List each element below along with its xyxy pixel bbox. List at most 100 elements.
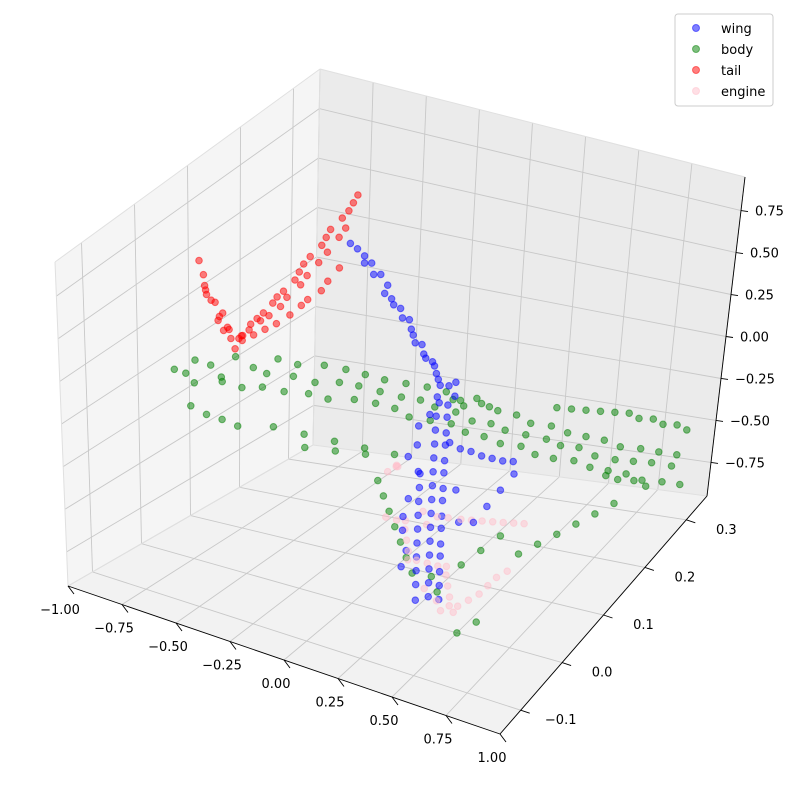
- x-tick-mark: [499, 733, 507, 743]
- tick-marks: −1.00 −0.75 −0.50 −0.25 0.00 0.25 0.50 0.75 1.00…: [40, 205, 784, 766]
- data-point-body: [531, 450, 539, 459]
- data-point-wing: [422, 354, 430, 363]
- data-point-body: [335, 378, 344, 387]
- data-point-body: [231, 352, 240, 361]
- x-tick-label: 0.25: [316, 696, 345, 711]
- data-point-wing: [439, 484, 447, 493]
- z-tick-label: 0.75: [755, 205, 784, 220]
- data-point-body: [301, 443, 309, 452]
- data-point-wing: [427, 495, 436, 504]
- data-point-body: [610, 499, 618, 508]
- data-point-wing: [442, 429, 451, 437]
- data-point-wing: [399, 512, 407, 521]
- data-point-body: [676, 480, 684, 489]
- data-point-wing: [411, 596, 420, 605]
- data-point-tail: [335, 233, 343, 242]
- y-tick-mark: [561, 662, 572, 667]
- data-point-wing: [436, 540, 445, 548]
- x-tick-label: 0.50: [370, 714, 399, 729]
- data-point-tail: [199, 270, 208, 279]
- data-point-body: [262, 369, 271, 378]
- data-point-wing: [445, 382, 453, 390]
- data-point-body: [570, 456, 578, 465]
- x-tick-mark: [391, 696, 399, 706]
- data-point-body: [602, 471, 610, 480]
- data-point-wing: [451, 392, 459, 401]
- data-point-tail: [306, 252, 315, 261]
- data-point-body: [512, 411, 521, 419]
- data-point-body: [575, 443, 583, 452]
- data-point-engine: [383, 467, 392, 476]
- data-point-body: [206, 361, 215, 369]
- data-point-tail: [324, 277, 332, 286]
- data-point-body: [480, 432, 488, 441]
- data-point-wing: [443, 413, 451, 422]
- data-point-tail: [231, 345, 239, 353]
- data-point-tail: [286, 311, 294, 319]
- data-point-body: [549, 454, 558, 463]
- data-point-wing: [396, 304, 405, 313]
- data-point-body: [556, 441, 565, 450]
- data-point-body: [611, 455, 619, 464]
- data-point-body: [385, 507, 393, 516]
- data-point-wing: [435, 399, 444, 407]
- legend-marker-wing: [692, 24, 700, 32]
- data-point-wing: [397, 562, 405, 571]
- data-point-tail: [323, 248, 332, 256]
- data-point-engine: [478, 517, 486, 525]
- data-point-body: [433, 588, 441, 596]
- data-point-body: [304, 389, 313, 398]
- data-point-wing: [424, 579, 433, 587]
- data-point-tail: [272, 319, 281, 328]
- data-points: [170, 191, 691, 637]
- x-tick-label: 1.00: [478, 751, 507, 766]
- data-point-body: [182, 369, 190, 378]
- data-point-body: [376, 387, 384, 396]
- legend-label-body: body: [721, 43, 753, 58]
- legend[interactable]: wing body tail engine: [674, 13, 774, 107]
- data-point-engine: [509, 519, 518, 527]
- y-tick-mark: [603, 614, 613, 619]
- data-point-wing: [360, 252, 369, 260]
- data-point-body: [371, 399, 380, 408]
- data-point-body: [468, 417, 476, 425]
- data-point-body: [402, 379, 410, 388]
- z-tick-label: 0.00: [740, 331, 769, 346]
- data-point-wing: [445, 438, 454, 447]
- z-tick-label: −0.50: [730, 414, 770, 429]
- data-point-wing: [414, 511, 422, 520]
- data-point-body: [472, 618, 481, 626]
- data-point-engine: [464, 596, 473, 605]
- pane-edge: [54, 261, 69, 587]
- data-point-body: [673, 451, 681, 459]
- x-tick-mark: [283, 659, 291, 669]
- data-point-body: [361, 370, 370, 379]
- data-point-engine: [444, 514, 452, 522]
- data-point-wing: [456, 445, 465, 453]
- data-point-wing: [413, 525, 422, 533]
- data-point-wing: [469, 518, 478, 527]
- data-point-body: [191, 356, 199, 364]
- data-point-wing: [438, 496, 447, 505]
- y-tick-label: 0.1: [633, 618, 654, 633]
- data-point-body: [514, 550, 523, 558]
- floor-pane: [68, 445, 707, 734]
- data-point-engine: [499, 518, 508, 527]
- data-point-engine: [436, 606, 445, 615]
- data-point-wing: [426, 537, 434, 546]
- data-point-wing: [435, 581, 444, 590]
- data-point-wing: [467, 447, 475, 456]
- data-point-engine: [442, 571, 450, 579]
- pane-edge: [67, 444, 314, 587]
- data-point-wing: [430, 454, 438, 462]
- data-point-engine: [492, 573, 501, 582]
- data-point-wing: [435, 567, 444, 576]
- data-point-body: [611, 408, 619, 417]
- legend-label-wing: wing: [721, 22, 752, 37]
- data-point-tail: [273, 293, 281, 301]
- data-point-wing: [404, 494, 413, 503]
- data-point-wing: [367, 259, 376, 267]
- y-tick-mark: [644, 566, 655, 571]
- data-point-body: [563, 429, 572, 437]
